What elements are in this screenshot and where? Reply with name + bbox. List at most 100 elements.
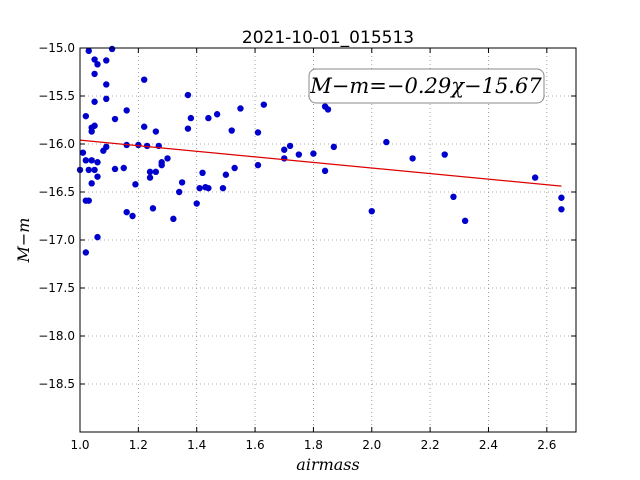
- fit-line-group: [79, 139, 562, 187]
- y-tick-label: −18.0: [38, 329, 75, 343]
- data-point: [85, 197, 92, 204]
- data-point: [260, 101, 268, 108]
- data-point: [91, 98, 98, 105]
- data-point: [178, 179, 186, 186]
- data-point: [94, 61, 101, 68]
- data-point: [103, 81, 110, 88]
- data-point: [135, 141, 142, 149]
- x-tick-label: 2.0: [362, 438, 381, 452]
- data-point: [88, 180, 95, 187]
- data-point: [187, 114, 195, 122]
- data-point: [199, 169, 206, 176]
- data-point: [281, 155, 288, 162]
- data-point: [152, 128, 160, 135]
- data-point: [85, 166, 92, 174]
- x-tick-label: 1.0: [70, 438, 89, 452]
- data-point: [558, 194, 565, 201]
- y-axis-label: M−m: [14, 218, 33, 264]
- data-point: [184, 91, 192, 99]
- x-tick-label: 1.6: [246, 438, 265, 452]
- data-point: [94, 159, 101, 166]
- data-point: [222, 171, 230, 178]
- data-point: [254, 129, 262, 136]
- data-point: [158, 161, 165, 169]
- y-tick-label: −17.0: [38, 233, 75, 247]
- annotation-box: [308, 68, 545, 104]
- y-tick-label: −15.5: [38, 89, 75, 103]
- data-point: [140, 76, 148, 83]
- axis-ticks: 1.0 1.2 1.4 1.6 1.8 2.0 2.2 2.4 2.6 −15.0 −15.5 −16…: [38, 41, 576, 452]
- data-point: [383, 138, 390, 146]
- data-point: [558, 206, 565, 213]
- y-tick-label: −17.5: [38, 281, 75, 295]
- data-point: [79, 149, 87, 156]
- data-point: [176, 188, 183, 196]
- data-point: [123, 208, 130, 216]
- fit-annotation: M−m=−0.29χ−15.67: [308, 68, 545, 104]
- data-point: [450, 193, 457, 200]
- data-point: [461, 217, 469, 224]
- x-axis-label: airmass: [296, 455, 359, 474]
- x-tick-label: 2.2: [421, 438, 440, 452]
- data-point: [103, 143, 110, 151]
- data-point: [120, 164, 127, 172]
- data-point: [170, 215, 177, 223]
- y-tick-label: −18.5: [38, 377, 75, 391]
- data-point: [85, 47, 92, 55]
- data-point: [129, 212, 136, 220]
- data-point: [254, 161, 262, 169]
- data-point: [149, 205, 157, 212]
- data-point: [146, 174, 154, 181]
- data-point: [228, 127, 235, 134]
- x-tick-label: 1.8: [304, 438, 323, 452]
- data-point: [164, 155, 171, 162]
- data-point: [295, 151, 303, 158]
- data-point: [91, 56, 98, 63]
- y-tick-label: −16.5: [38, 185, 75, 199]
- fit-line: [79, 139, 562, 187]
- x-tick-label: 1.2: [129, 438, 148, 452]
- data-point: [330, 143, 338, 151]
- data-point: [286, 142, 294, 150]
- data-point: [321, 167, 329, 175]
- data-point: [231, 164, 238, 172]
- x-tick-label: 2.6: [537, 438, 556, 452]
- grid: [79, 47, 576, 432]
- data-point: [184, 125, 192, 132]
- x-tick-label: 2.4: [479, 438, 498, 452]
- data-point: [152, 168, 160, 176]
- data-point: [111, 165, 119, 173]
- scatter-points: [76, 45, 565, 256]
- data-point: [196, 184, 203, 192]
- data-point: [91, 70, 98, 78]
- data-point: [82, 112, 90, 120]
- data-point: [219, 184, 227, 192]
- data-point: [82, 249, 90, 256]
- data-point: [213, 111, 221, 118]
- data-point: [103, 57, 110, 64]
- data-point: [205, 184, 212, 192]
- data-point: [441, 151, 448, 158]
- data-point: [94, 173, 101, 180]
- data-point: [108, 45, 116, 53]
- data-point: [409, 155, 416, 162]
- data-point: [91, 122, 98, 129]
- y-tick-label: −15.0: [38, 41, 75, 55]
- data-point: [324, 106, 332, 113]
- data-point: [531, 174, 539, 181]
- data-point: [111, 115, 119, 123]
- data-point: [205, 114, 212, 122]
- x-tick-label: 1.4: [187, 438, 206, 452]
- data-point: [368, 208, 375, 215]
- data-point: [237, 105, 244, 112]
- data-point: [140, 123, 148, 130]
- data-point: [281, 146, 288, 153]
- chart-title: 2021-10-01_015513: [242, 28, 414, 48]
- data-point: [193, 200, 200, 207]
- data-point: [94, 233, 101, 241]
- data-point: [88, 157, 95, 164]
- data-point: [123, 107, 130, 114]
- data-point: [91, 166, 98, 174]
- y-tick-label: −16.0: [38, 137, 75, 151]
